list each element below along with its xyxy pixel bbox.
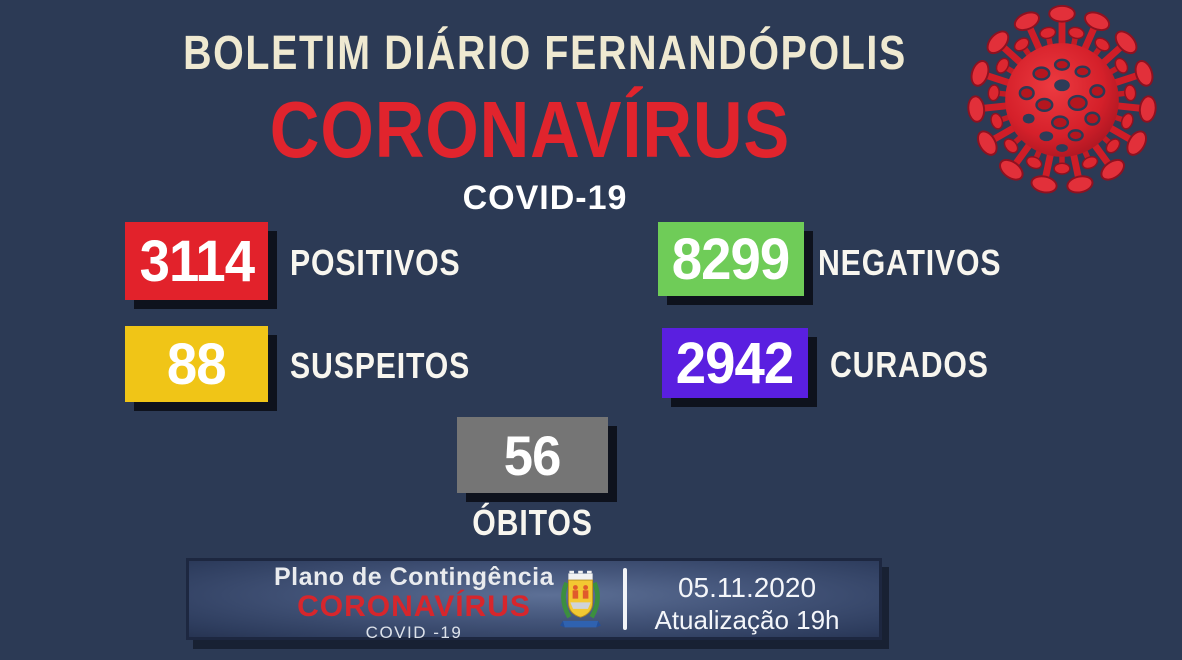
city-crest-icon xyxy=(560,570,601,628)
stat-label-obitos: ÓBITOS xyxy=(472,502,593,543)
stat-label-suspeitos: SUSPEITOS xyxy=(290,345,471,386)
stat-label-positivos: POSITIVOS xyxy=(290,242,461,283)
contingency-plan-block: Plano de Contingência CORONAVÍRUS COVID … xyxy=(229,563,599,642)
stat-value-suspeitos: 88 xyxy=(167,331,227,397)
stat-box-negativos: 8299 xyxy=(658,222,804,296)
stat-label-curados: CURADOS xyxy=(830,344,989,385)
stat-value-curados: 2942 xyxy=(676,330,794,396)
stat-box-obitos: 56 xyxy=(457,417,608,493)
coronavirus-icon xyxy=(966,4,1158,196)
main-heading: CORONAVÍRUS xyxy=(269,85,791,174)
stat-box-suspeitos: 88 xyxy=(125,326,268,402)
stat-box-curados: 2942 xyxy=(662,328,808,398)
plan-title: Plano de Contingência xyxy=(274,563,554,591)
update-date: 05.11.2020 xyxy=(677,572,817,603)
plan-subtitle: COVID -19 xyxy=(365,623,463,642)
update-block: 05.11.2020 Atualização 19h xyxy=(633,571,861,636)
subtitle: COVID-19 xyxy=(462,179,628,217)
stat-box-positivos: 3114 xyxy=(125,222,268,300)
footer-banner: Plano de Contingência CORONAVÍRUS COVID … xyxy=(186,558,882,642)
plan-heading: CORONAVÍRUS xyxy=(297,590,531,623)
stat-value-negativos: 8299 xyxy=(672,226,790,292)
stat-value-obitos: 56 xyxy=(504,423,562,487)
update-time: Atualização 19h xyxy=(654,604,840,635)
stat-value-positivos: 3114 xyxy=(139,228,254,294)
bulletin-title: BOLETIM DIÁRIO FERNANDÓPOLIS xyxy=(183,27,907,80)
stat-label-negativos: NEGATIVOS xyxy=(818,242,1002,283)
banner-divider xyxy=(623,568,627,630)
